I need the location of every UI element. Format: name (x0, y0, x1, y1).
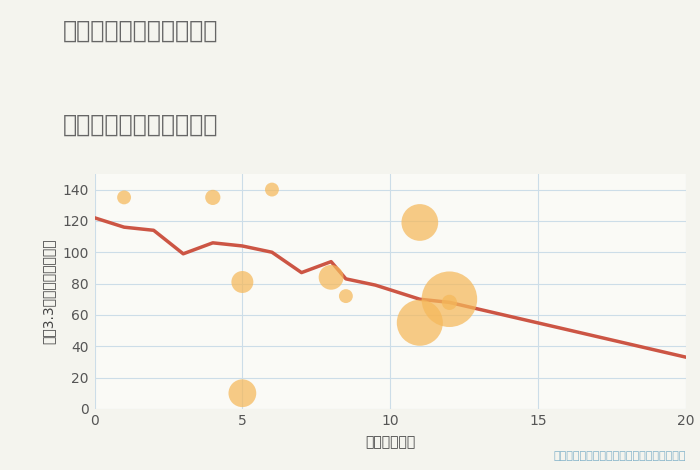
Text: 円の大きさは、取引のあった物件面積を示す: 円の大きさは、取引のあった物件面積を示す (554, 451, 686, 461)
Text: 駅距離別中古戸建て価格: 駅距離別中古戸建て価格 (63, 113, 218, 137)
Y-axis label: 坪（3.3㎡）単価（万円）: 坪（3.3㎡）単価（万円） (41, 239, 55, 344)
Text: 福岡県福岡市西区戸切の: 福岡県福岡市西区戸切の (63, 19, 218, 43)
Point (326, 274, 337, 281)
Point (207, 194, 218, 201)
X-axis label: 駅距離（分）: 駅距離（分） (365, 435, 415, 449)
Point (444, 296, 455, 303)
Point (237, 278, 248, 286)
Point (118, 194, 130, 201)
Point (444, 298, 455, 306)
Point (340, 292, 351, 300)
Point (267, 186, 278, 193)
Point (414, 219, 426, 226)
Point (237, 390, 248, 397)
Point (414, 319, 426, 327)
